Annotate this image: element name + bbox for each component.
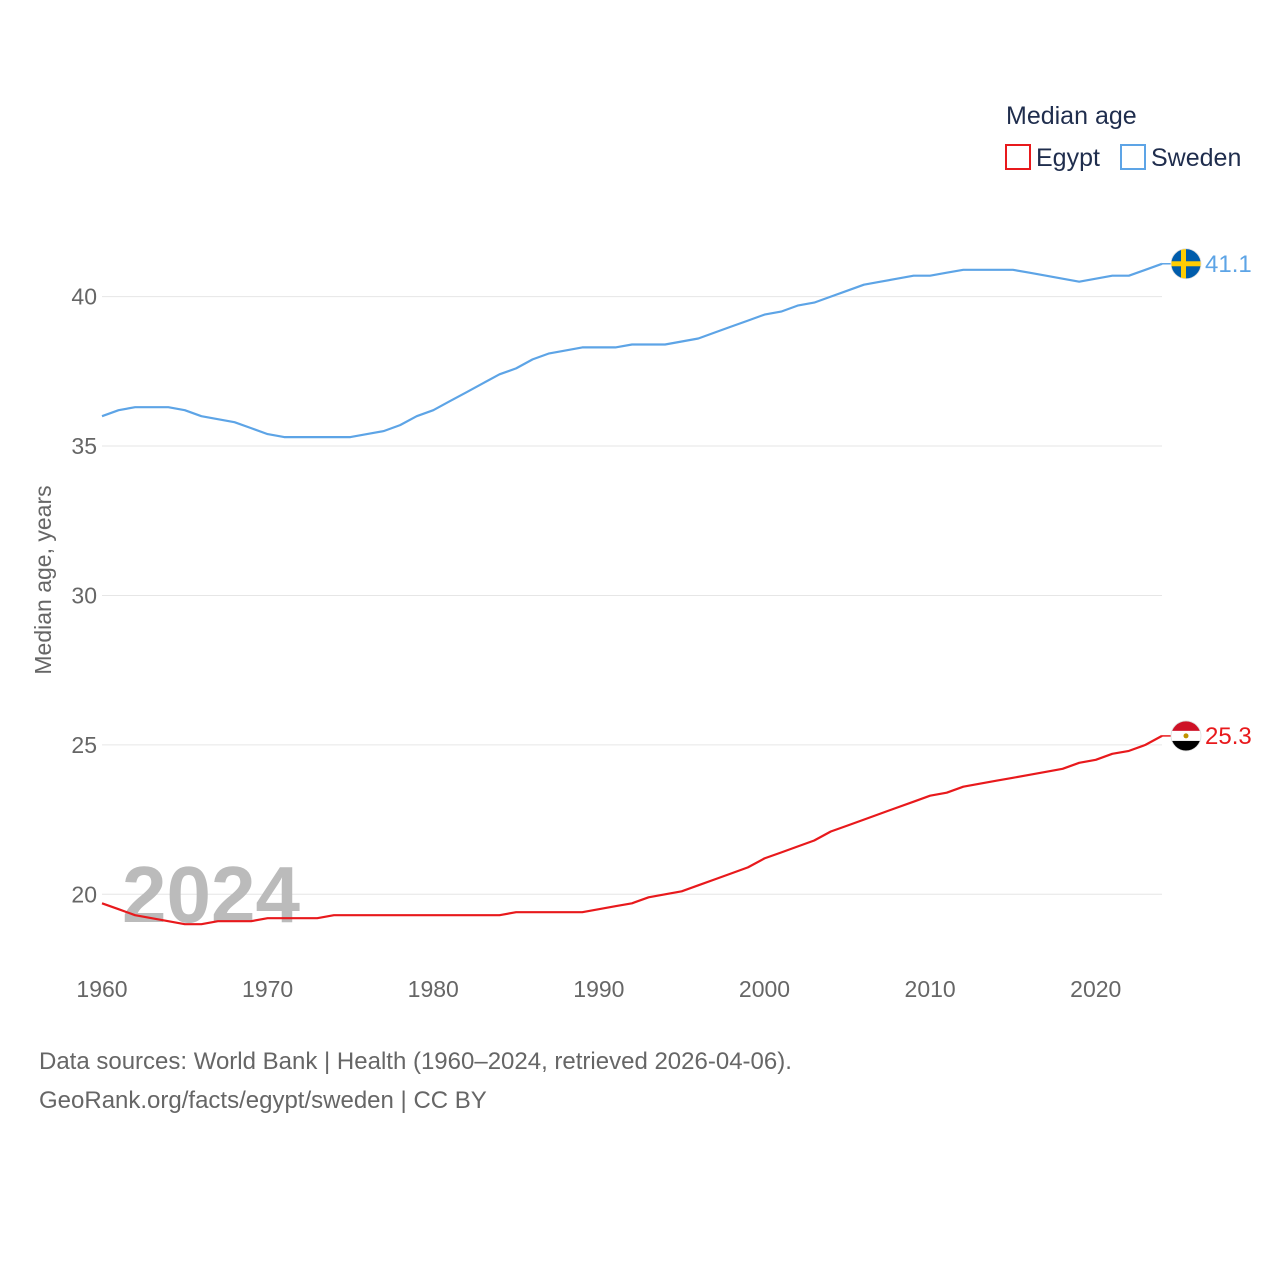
y-tick-label: 30 bbox=[71, 582, 97, 608]
x-tick-label: 1970 bbox=[242, 976, 293, 1002]
series-lines bbox=[101, 262, 1163, 926]
x-axis-ticks: 1960 1970 1980 1990 2000 2010 2020 bbox=[76, 976, 1121, 1002]
sweden-flag-icon bbox=[1170, 248, 1202, 280]
x-tick-label: 1960 bbox=[76, 976, 127, 1002]
x-tick-label: 1990 bbox=[573, 976, 624, 1002]
y-axis-label: Median age, years bbox=[30, 485, 56, 674]
x-tick-label: 2010 bbox=[905, 976, 956, 1002]
current-year-watermark: 2024 bbox=[122, 850, 300, 939]
x-tick-label: 2000 bbox=[739, 976, 790, 1002]
end-value-label-sweden: 41.1 bbox=[1205, 251, 1252, 278]
legend-title: Median age bbox=[1006, 102, 1137, 130]
x-tick-label: 2020 bbox=[1070, 976, 1121, 1002]
legend-swatch-egypt bbox=[1005, 144, 1031, 170]
legend-item-egypt[interactable]: Egypt bbox=[1005, 144, 1100, 172]
y-tick-label: 35 bbox=[71, 433, 97, 459]
y-tick-label: 25 bbox=[71, 732, 97, 758]
gridlines bbox=[102, 296, 1162, 895]
end-markers: 25.3 41.1 bbox=[1162, 248, 1252, 752]
y-tick-label: 20 bbox=[71, 881, 97, 907]
data-sources-text: Data sources: World Bank | Health (1960–… bbox=[39, 1048, 792, 1075]
x-tick-label: 1980 bbox=[408, 976, 459, 1002]
y-axis-ticks: 20 25 30 35 40 bbox=[71, 284, 97, 908]
series-line-egypt bbox=[101, 734, 1163, 926]
footer: Data sources: World Bank | Health (1960–… bbox=[39, 1042, 792, 1120]
legend-item-sweden[interactable]: Sweden bbox=[1120, 144, 1241, 172]
y-tick-label: 40 bbox=[71, 284, 97, 310]
end-value-label-egypt: 25.3 bbox=[1205, 723, 1252, 750]
attribution-link[interactable]: GeoRank.org/facts/egypt/sweden | CC BY bbox=[39, 1087, 487, 1114]
legend-swatch-sweden bbox=[1120, 144, 1146, 170]
series-line-sweden bbox=[101, 262, 1163, 439]
legend-label-sweden: Sweden bbox=[1151, 144, 1241, 172]
legend: Median age Egypt Sweden bbox=[1005, 102, 1241, 172]
legend-label-egypt: Egypt bbox=[1036, 144, 1100, 172]
egypt-flag-icon bbox=[1170, 720, 1202, 752]
